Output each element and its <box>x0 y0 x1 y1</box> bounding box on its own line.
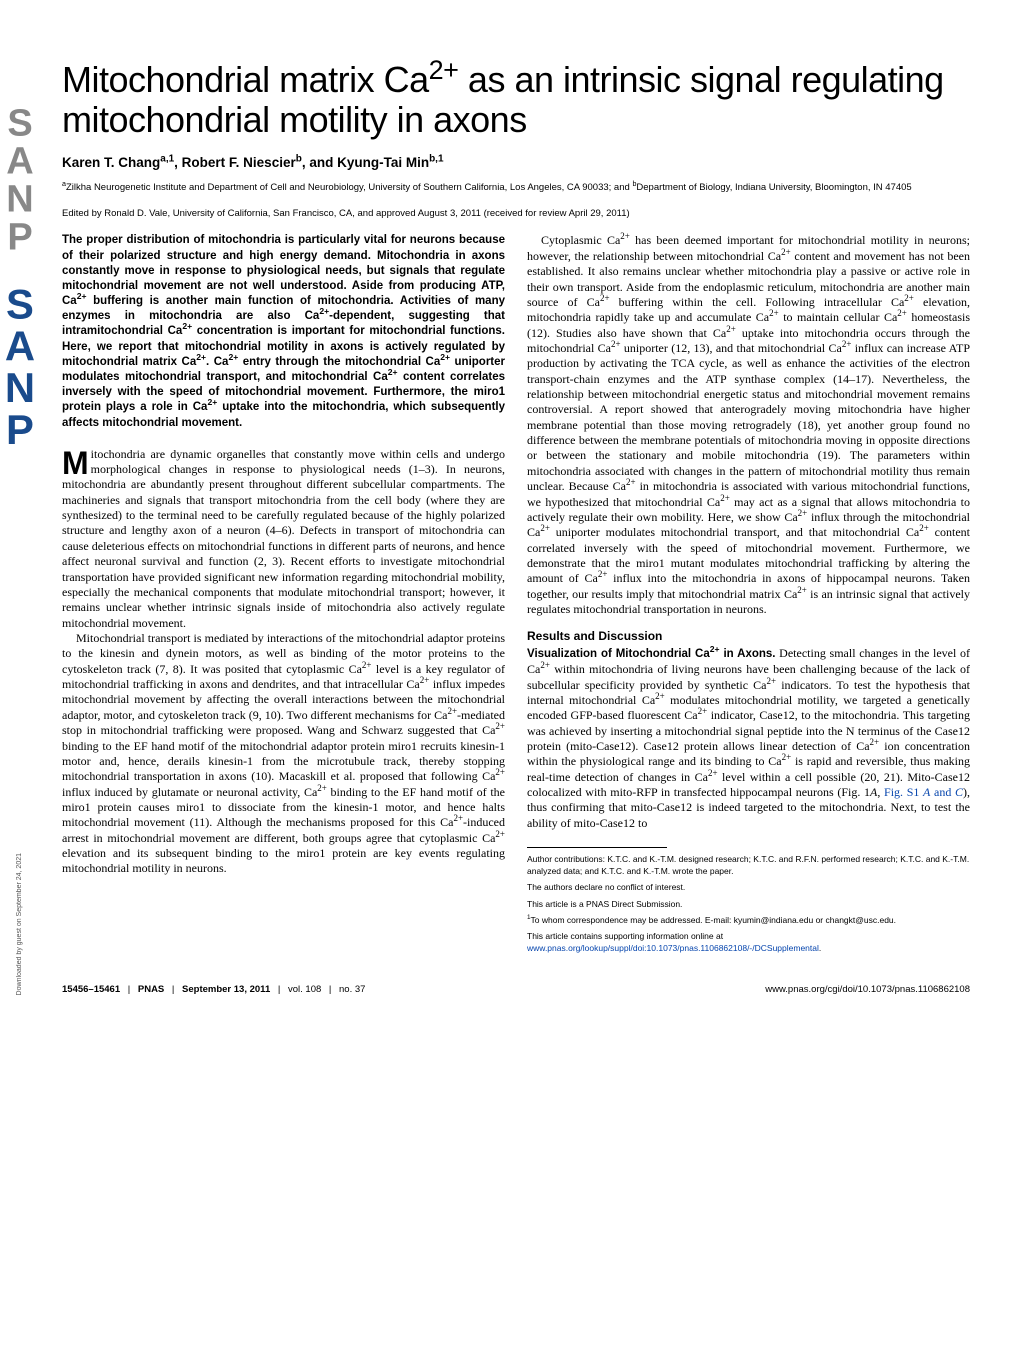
svg-text:S: S <box>1 281 39 328</box>
svg-text:A: A <box>1 141 39 183</box>
journal-logo: S A N P S A N P <box>0 60 40 760</box>
two-column-body: The proper distribution of mitochondria … <box>62 233 970 954</box>
correspondence: 1To whom correspondence may be addressed… <box>527 915 970 926</box>
footer-issue: no. 37 <box>339 984 365 995</box>
page-content: Mitochondrial matrix Ca2+ as an intrinsi… <box>62 0 1020 1025</box>
svg-text:N: N <box>1 364 39 411</box>
supplemental-info: This article contains supporting informa… <box>527 931 970 954</box>
svg-text:A: A <box>1 322 39 369</box>
footer-citation: 15456–15461 | PNAS | September 13, 2011 … <box>62 984 365 995</box>
svg-text:P: P <box>1 217 39 259</box>
affiliations: aZilkha Neurogenetic Institute and Depar… <box>62 182 970 195</box>
results-discussion-heading: Results and Discussion <box>527 629 970 643</box>
edited-by-line: Edited by Ronald D. Vale, University of … <box>62 208 970 219</box>
svg-text:N: N <box>1 179 39 221</box>
footer-pages: 15456–15461 <box>62 984 120 995</box>
intro-paragraph-1: Mitochondria are dynamic organelles that… <box>62 447 505 631</box>
footer-journal: PNAS <box>138 984 164 995</box>
intro-paragraph-2: Mitochondrial transport is mediated by i… <box>62 631 505 877</box>
svg-text:P: P <box>1 406 39 453</box>
intro-paragraph-3: Cytoplasmic Ca2+ has been deemed importa… <box>527 233 970 617</box>
footnote-rule <box>527 847 667 848</box>
footer-doi: www.pnas.org/cgi/doi/10.1073/pnas.110686… <box>765 984 970 995</box>
abstract: The proper distribution of mitochondria … <box>62 233 505 430</box>
author-contributions: Author contributions: K.T.C. and K.-T.M.… <box>527 854 970 877</box>
footnotes-block: Author contributions: K.T.C. and K.-T.M.… <box>527 854 970 954</box>
direct-submission: This article is a PNAS Direct Submission… <box>527 899 970 910</box>
authors-line: Karen T. Changa,1, Robert F. Niescierb, … <box>62 155 970 170</box>
footer-volume: vol. 108 <box>288 984 321 995</box>
page-footer: 15456–15461 | PNAS | September 13, 2011 … <box>62 978 970 995</box>
download-watermark: Downloaded by guest on September 24, 202… <box>16 853 23 995</box>
article-title: Mitochondrial matrix Ca2+ as an intrinsi… <box>62 60 970 141</box>
svg-text:S: S <box>1 103 39 145</box>
footer-date: September 13, 2011 <box>182 984 270 995</box>
conflict-statement: The authors declare no conflict of inter… <box>527 882 970 893</box>
results-paragraph-1: Visualization of Mitochondrial Ca2+ in A… <box>527 646 970 831</box>
